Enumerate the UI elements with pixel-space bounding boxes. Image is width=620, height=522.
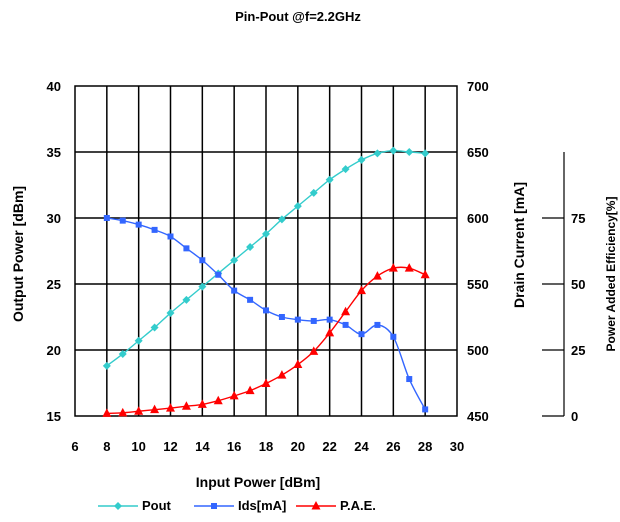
data-point [422,406,428,412]
x-tick-label: 20 [291,439,305,454]
data-point [136,222,142,228]
data-point [295,317,301,323]
data-point [247,297,253,303]
data-point [263,307,269,313]
right-axis-ticks: 450 500 550 600 650 700 [467,79,489,424]
data-point [359,331,365,337]
legend-item: Ids[mA] [194,498,286,513]
x-axis-label: Input Power [dBm] [196,474,320,490]
right-tick-label: 600 [467,211,489,226]
data-point [374,322,380,328]
left-tick-label: 20 [47,343,61,358]
left-tick-label: 30 [47,211,61,226]
x-tick-label: 12 [163,439,177,454]
data-point [104,215,110,221]
right-tick-label: 550 [467,277,489,292]
data-point [168,233,174,239]
legend-label: Pout [142,498,172,513]
x-tick-label: 8 [103,439,110,454]
data-point [279,314,285,320]
right-tick-label: 450 [467,409,489,424]
pae-axis-label: Power Added Efficiency[%] [604,197,618,352]
right-axis-label: Drain Current [mA] [511,182,527,308]
x-tick-label: 18 [259,439,273,454]
right-tick-label: 500 [467,343,489,358]
data-point [183,245,189,251]
x-tick-label: 16 [227,439,241,454]
left-tick-label: 25 [47,277,61,292]
data-point [390,334,396,340]
left-axis-label: Output Power [dBm] [10,186,26,322]
x-tick-label: 14 [195,439,210,454]
data-point [406,376,412,382]
right-tick-label: 700 [467,79,489,94]
pae-tick-label: 0 [571,409,578,424]
data-point [231,288,237,294]
legend-item: P.A.E. [296,498,376,513]
data-point [215,272,221,278]
x-tick-label: 26 [386,439,400,454]
x-axis-ticks: 6 8 10 12 14 16 18 20 22 24 26 28 30 [71,439,464,454]
pae-axis: 0 25 50 75 [542,152,585,424]
legend-label: Ids[mA] [238,498,286,513]
pae-tick-label: 75 [571,211,585,226]
pae-tick-label: 50 [571,277,585,292]
left-tick-label: 35 [47,145,61,160]
left-tick-label: 40 [47,79,61,94]
chart-title: Pin-Pout @f=2.2GHz [235,9,361,24]
data-point [120,218,126,224]
x-tick-label: 6 [71,439,78,454]
pae-tick-label: 25 [571,343,585,358]
right-tick-label: 650 [467,145,489,160]
left-axis-ticks: 15 20 25 30 35 40 [47,79,61,424]
legend-label: P.A.E. [340,498,376,513]
x-tick-label: 28 [418,439,432,454]
legend-marker [114,502,122,510]
legend-marker [312,501,321,510]
legend: Pout Ids[mA] P.A.E. [98,498,376,513]
x-tick-label: 10 [131,439,145,454]
x-tick-label: 22 [322,439,336,454]
x-tick-label: 24 [354,439,369,454]
data-point [152,227,158,233]
data-point [327,317,333,323]
x-tick-label: 30 [450,439,464,454]
legend-item: Pout [98,498,172,513]
data-point [199,257,205,263]
data-point [343,322,349,328]
data-point [311,318,317,324]
legend-marker [211,503,217,509]
left-tick-label: 15 [47,409,61,424]
